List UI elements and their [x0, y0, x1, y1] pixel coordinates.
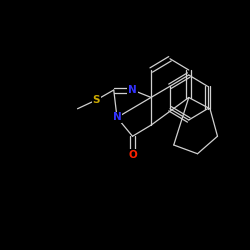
Text: O: O	[128, 150, 137, 160]
Text: N: N	[128, 85, 137, 95]
Text: N: N	[112, 112, 122, 122]
Text: S: S	[92, 95, 100, 105]
